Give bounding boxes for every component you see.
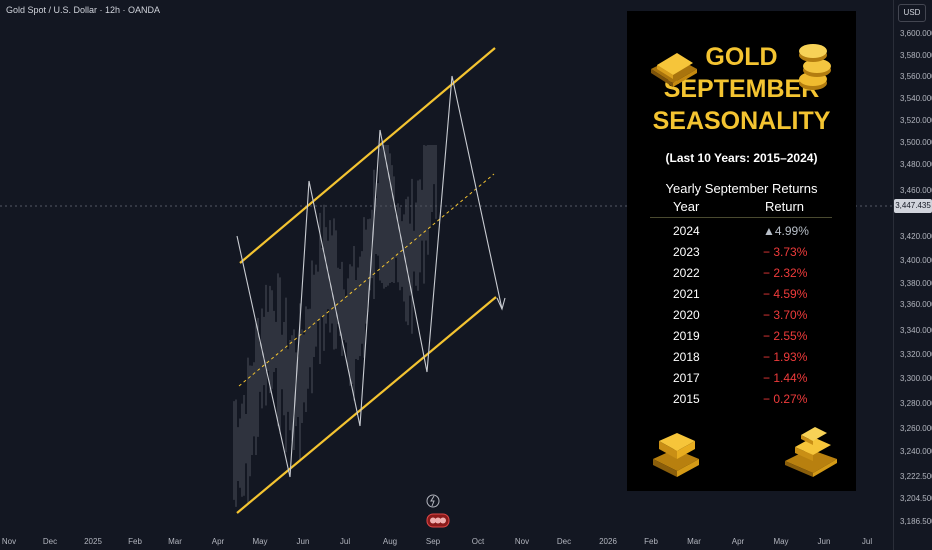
price-tick: 3,400.000 xyxy=(900,256,932,265)
time-tick: Mar xyxy=(687,537,701,546)
returns-row: 2017 − 1.44% xyxy=(627,371,856,391)
row-year: 2015 xyxy=(673,392,700,406)
row-year: 2022 xyxy=(673,266,700,280)
price-tick: 3,520.000 xyxy=(900,116,932,125)
price-tick: 3,186.500 xyxy=(900,517,932,526)
price-tick: 3,360.000 xyxy=(900,300,932,309)
returns-row: 2020 − 3.70% xyxy=(627,308,856,328)
price-tick: 3,560.000 xyxy=(900,72,932,81)
panel-subtitle: (Last 10 Years: 2015–2024) xyxy=(665,151,818,165)
returns-row: 2021 − 4.59% xyxy=(627,287,856,307)
zigzag-path xyxy=(236,75,503,478)
returns-row: 2024 ▲4.99% xyxy=(627,224,856,244)
channel-mid-line xyxy=(238,173,495,387)
time-tick: Aug xyxy=(382,537,398,546)
seasonality-panel: GOLD SEPTEMBER SEASONALITY (Last 10 Year… xyxy=(627,11,856,491)
time-tick: Nov xyxy=(1,537,17,546)
price-tick: 3,280.000 xyxy=(900,399,932,408)
panel-title-line2: SEPTEMBER xyxy=(663,75,820,103)
gold-coins-icon xyxy=(799,44,831,90)
row-year: 2024 xyxy=(673,224,700,238)
price-tick: 3,600.000 xyxy=(900,29,932,38)
table-title: Yearly September Returns xyxy=(665,181,818,196)
currency-selector[interactable]: USD xyxy=(898,4,926,22)
row-year: 2023 xyxy=(673,245,700,259)
row-return: − 4.59% xyxy=(763,287,808,301)
returns-row: 2018 − 1.93% xyxy=(627,350,856,370)
panel-title-line1: GOLD xyxy=(705,43,778,71)
channel-upper-line xyxy=(239,47,496,264)
chart-title: Gold Spot / U.S. Dollar · 12h · OANDA xyxy=(6,5,161,15)
time-tick: Oct xyxy=(471,537,485,546)
time-tick: Sep xyxy=(425,537,441,546)
returns-row: 2015 − 0.27% xyxy=(627,392,856,412)
price-tick: 3,260.000 xyxy=(900,424,932,433)
price-tick: 3,240.000 xyxy=(900,447,932,456)
current-price-label: 3,447.435 xyxy=(894,199,932,213)
price-tick: 3,320.000 xyxy=(900,350,932,359)
header-divider xyxy=(650,217,832,218)
time-tick: Apr xyxy=(731,537,745,546)
price-tick: 3,500.000 xyxy=(900,138,932,147)
row-year: 2021 xyxy=(673,287,700,301)
time-tick: Dec xyxy=(556,537,572,546)
price-tick: 3,480.000 xyxy=(900,160,932,169)
time-tick: Jun xyxy=(817,537,831,546)
price-tick: 3,380.000 xyxy=(900,279,932,288)
row-return: − 3.73% xyxy=(763,245,808,259)
time-tick: Mar xyxy=(168,537,182,546)
price-chart[interactable] xyxy=(0,0,893,550)
price-tick: 3,340.000 xyxy=(900,326,932,335)
row-year: 2020 xyxy=(673,308,700,322)
time-tick: Feb xyxy=(128,537,142,546)
price-tick: 3,460.000 xyxy=(900,186,932,195)
row-return: − 2.32% xyxy=(763,266,808,280)
row-year: 2018 xyxy=(673,350,700,364)
price-tick: 3,222.500 xyxy=(900,472,932,481)
time-tick: Jul xyxy=(861,537,873,546)
gold-bars-pile-icon xyxy=(785,427,837,477)
row-return: ▲4.99% xyxy=(763,224,809,238)
returns-row: 2023 − 3.73% xyxy=(627,245,856,265)
panel-title-line3: SEASONALITY xyxy=(652,107,831,135)
time-tick: May xyxy=(773,537,789,546)
time-tick: 2026 xyxy=(599,537,617,546)
time-tick: Apr xyxy=(211,537,225,546)
row-year: 2019 xyxy=(673,329,700,343)
arrow-head-icon xyxy=(496,297,506,311)
time-tick: May xyxy=(252,537,268,546)
price-tick: 3,300.000 xyxy=(900,374,932,383)
time-tick: Jun xyxy=(296,537,310,546)
row-return: − 2.55% xyxy=(763,329,808,343)
flash-icon xyxy=(426,494,440,508)
event-markers[interactable] xyxy=(426,492,452,530)
gold-bars-stack-icon xyxy=(653,433,699,477)
column-header-year: Year xyxy=(673,199,700,214)
time-tick: 2025 xyxy=(84,537,102,546)
column-header-return: Return xyxy=(765,199,805,214)
row-return: − 1.44% xyxy=(763,371,808,385)
time-tick: Nov xyxy=(514,537,530,546)
channel-lower-line xyxy=(236,296,497,514)
row-return: − 3.70% xyxy=(763,308,808,322)
price-tick: 3,580.000 xyxy=(900,51,932,60)
returns-row: 2022 − 2.32% xyxy=(627,266,856,286)
candles-group xyxy=(233,145,437,507)
row-return: − 0.27% xyxy=(763,392,808,406)
time-tick: Feb xyxy=(644,537,658,546)
price-tick: 3,540.000 xyxy=(900,94,932,103)
price-axis[interactable]: 3,600.000 3,580.000 3,560.000 3,540.000 3,52… xyxy=(893,0,932,550)
returns-row: 2019 − 2.55% xyxy=(627,329,856,349)
row-year: 2017 xyxy=(673,371,700,385)
price-tick: 3,420.000 xyxy=(900,232,932,241)
time-tick: Dec xyxy=(42,537,58,546)
price-tick: 3,204.500 xyxy=(900,494,932,503)
gold-bar-icon xyxy=(651,53,697,87)
time-tick: Jul xyxy=(339,537,351,546)
row-return: − 1.93% xyxy=(763,350,808,364)
